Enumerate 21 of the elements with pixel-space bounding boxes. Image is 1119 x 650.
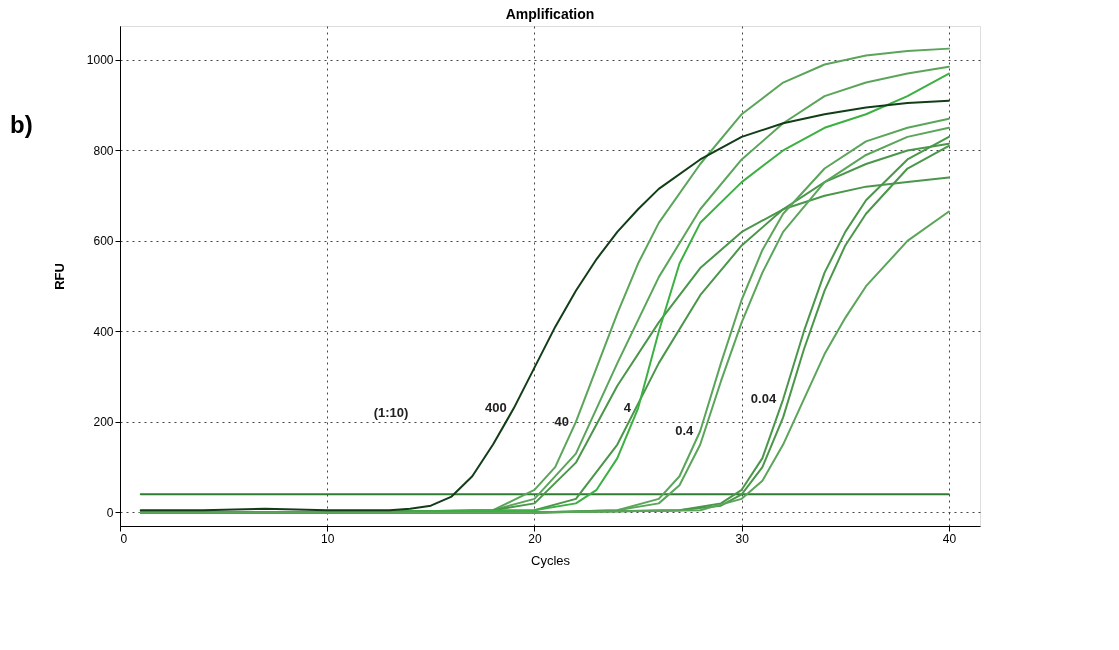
y-tick-label: 200 bbox=[93, 415, 114, 430]
x-axis-title: Cycles bbox=[530, 552, 571, 568]
y-tick-label: 1000 bbox=[86, 53, 114, 68]
annotation: 400 bbox=[485, 400, 507, 416]
chart-title: Amplification bbox=[505, 6, 595, 22]
x-tick-label: 0 bbox=[120, 531, 128, 546]
x-tick-label: 10 bbox=[321, 531, 335, 546]
y-tick-label: 600 bbox=[93, 234, 114, 249]
x-tick-label: 20 bbox=[528, 531, 542, 546]
annotation: 0.04 bbox=[750, 391, 777, 407]
y-tick-label: 800 bbox=[93, 143, 114, 158]
x-tick-label: 30 bbox=[735, 531, 750, 546]
y-tick-label: 400 bbox=[93, 324, 114, 339]
annotation: 4 bbox=[623, 400, 632, 416]
x-tick-label: 40 bbox=[942, 531, 957, 546]
y-tick-label: 0 bbox=[106, 505, 114, 520]
annotation: (1:10) bbox=[373, 405, 409, 420]
y-axis-title: RFU bbox=[51, 263, 67, 290]
annotation: 0.4 bbox=[675, 422, 694, 438]
annotation: 40 bbox=[554, 413, 569, 429]
text: b) bbox=[10, 111, 33, 138]
